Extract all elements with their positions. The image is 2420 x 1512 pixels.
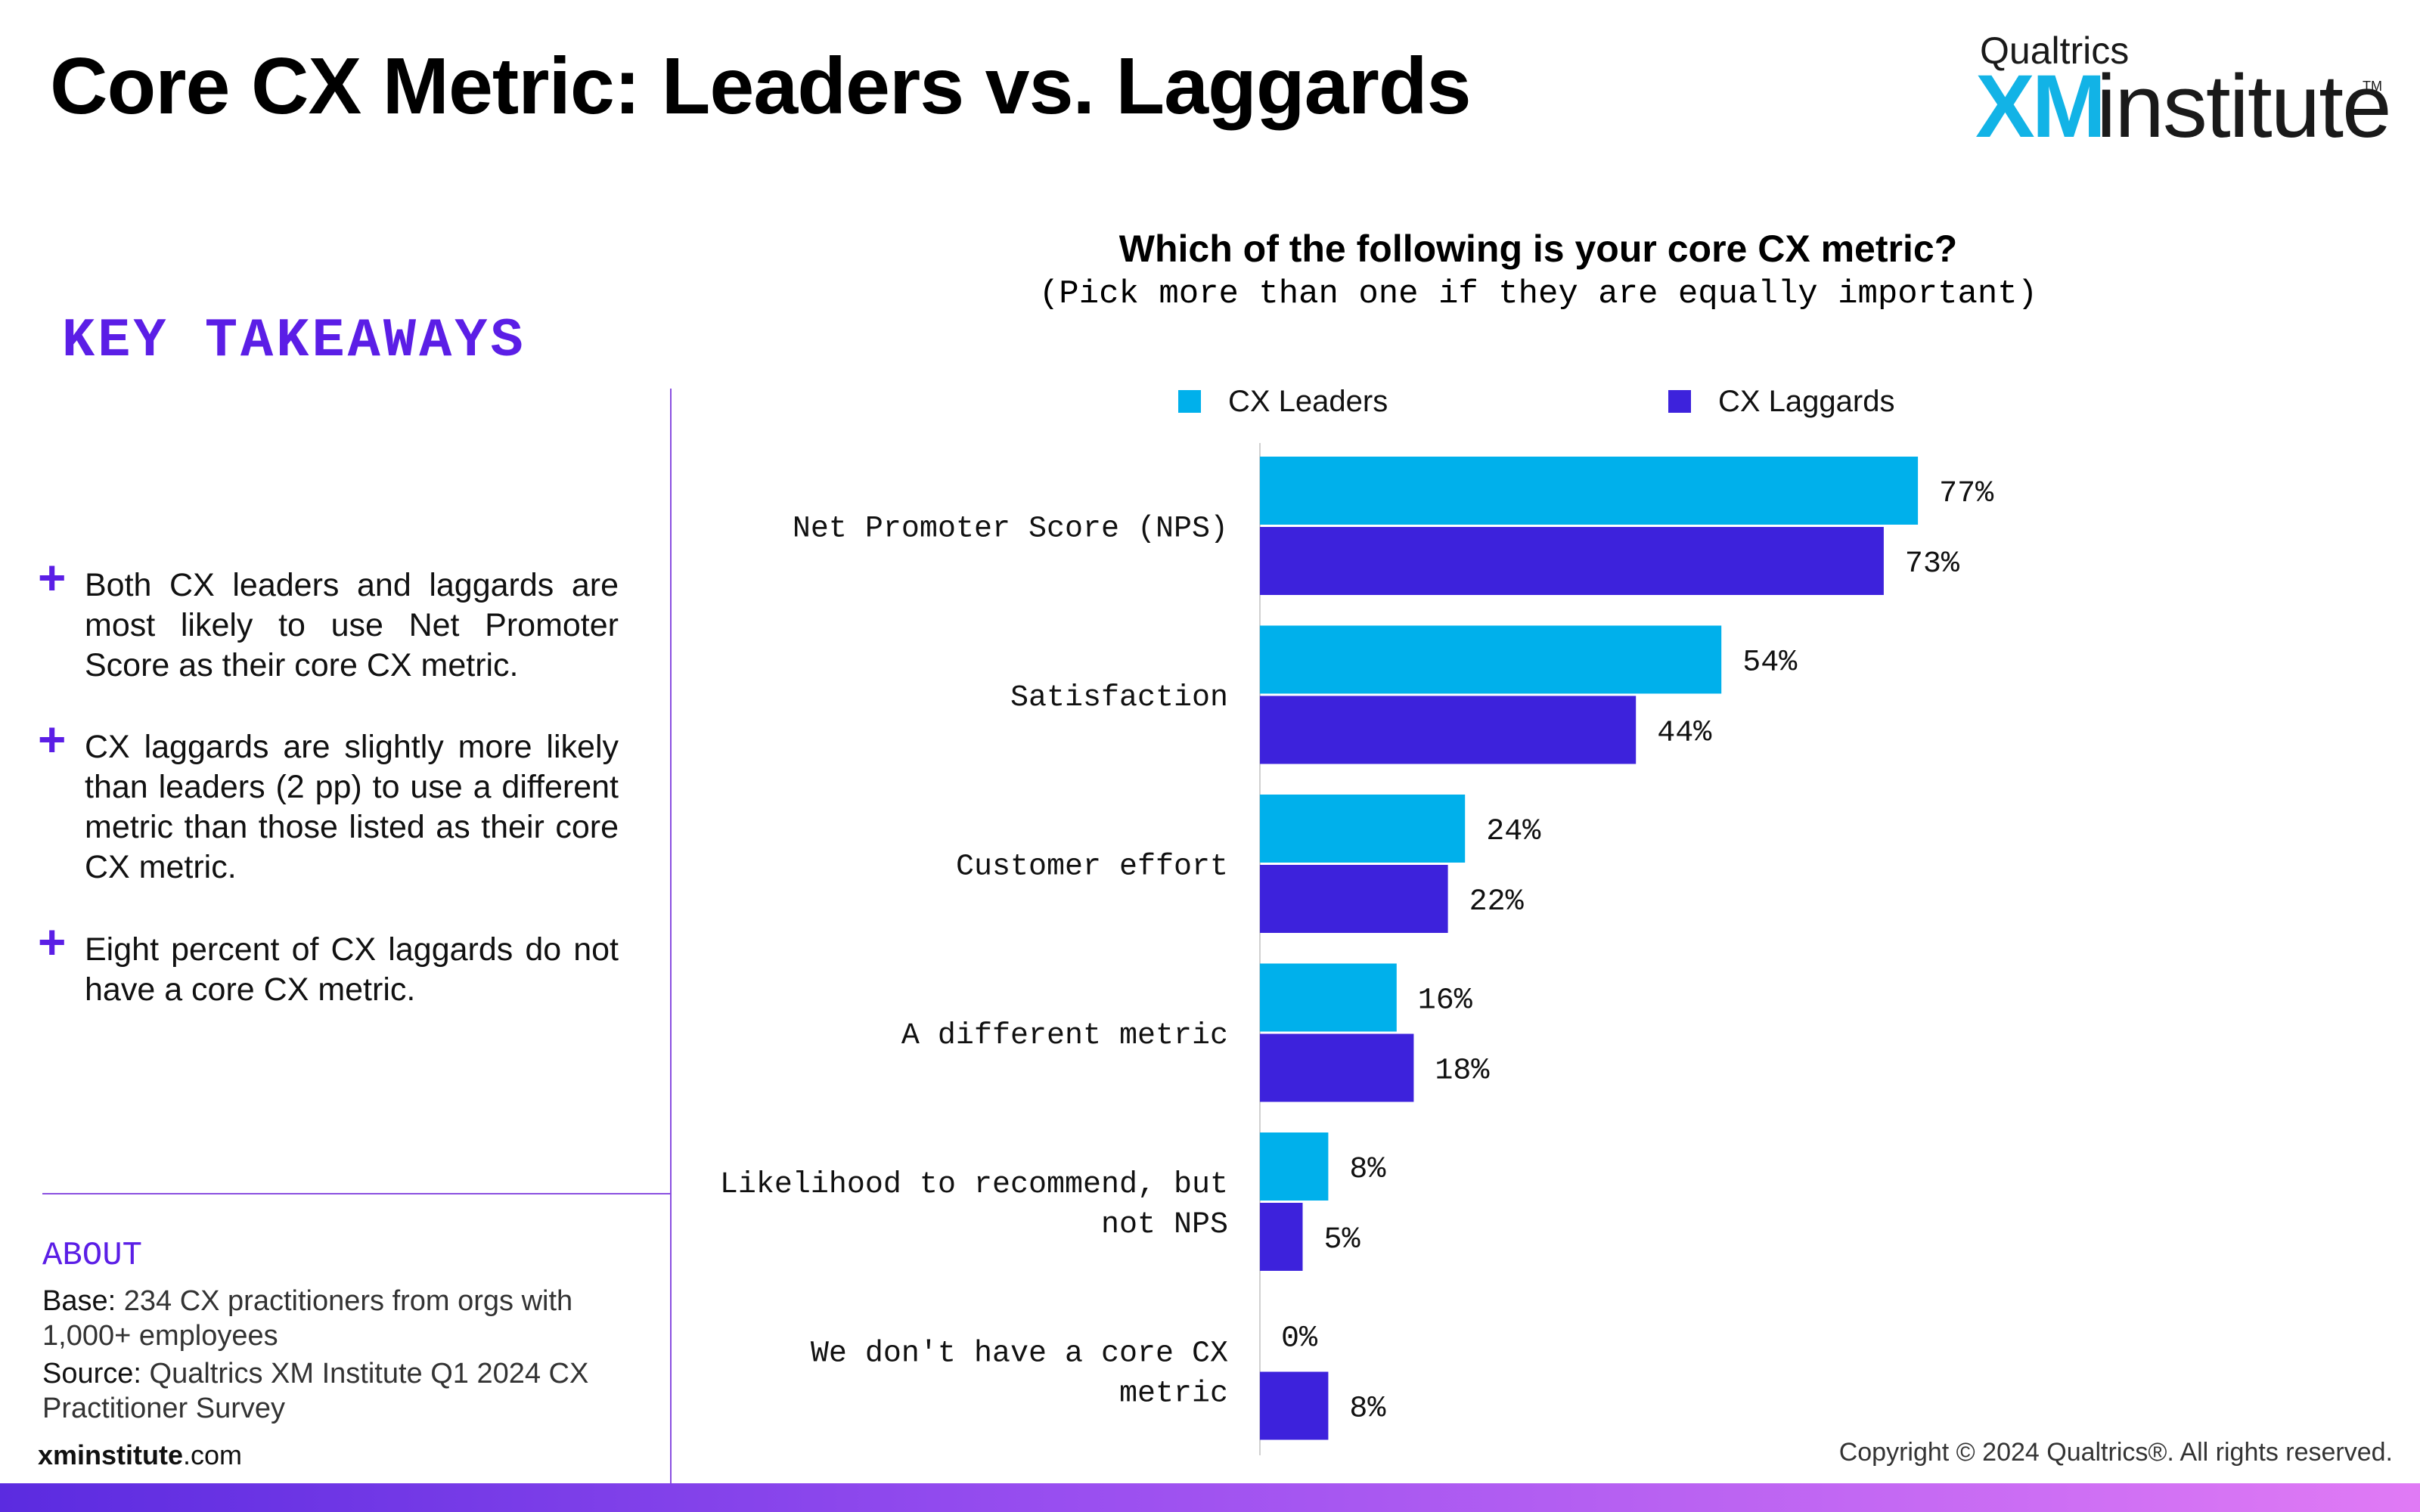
bar-leaders (1260, 457, 1919, 525)
plus-icon: + (38, 915, 67, 969)
about-heading: ABOUT (42, 1237, 143, 1275)
data-label: 0% (1281, 1322, 1318, 1356)
bar-leaders (1260, 963, 1397, 1032)
data-label: 24% (1486, 815, 1541, 849)
data-label: 44% (1657, 717, 1712, 751)
legend-swatch-leaders (1178, 390, 1201, 413)
bottom-gradient-bar (0, 1483, 2420, 1512)
site-link-bold: xminstitute (38, 1439, 184, 1470)
about-base-text: 234 CX practitioners from orgs with 1,00… (42, 1285, 573, 1352)
category-label: We don't have a core CX metric (811, 1337, 1228, 1411)
legend-swatch-laggards (1668, 390, 1691, 413)
about-base-label: Base: (42, 1285, 116, 1317)
category-label: Likelihood to recommend, but not NPS (720, 1168, 1228, 1242)
about-source: Source: Qualtrics XM Institute Q1 2024 C… (42, 1356, 632, 1426)
copyright-text: Copyright © 2024 Qualtrics®. All rights … (1838, 1438, 2393, 1467)
data-label: 54% (1742, 646, 1798, 680)
horizontal-divider (42, 1193, 672, 1194)
data-label: 22% (1469, 885, 1525, 919)
data-label: 8% (1349, 1153, 1386, 1187)
legend-label-leaders: CX Leaders (1228, 384, 1388, 418)
data-label: 73% (1905, 547, 1960, 581)
logo-trademark: TM (2363, 79, 2382, 94)
category-label: Customer effort (956, 850, 1228, 885)
takeaway-item: + Eight percent of CX laggards do not ha… (38, 918, 619, 1010)
bar-laggards (1260, 1203, 1303, 1271)
site-link-domain: .com (183, 1439, 243, 1470)
chart-subtitle: (Pick more than one if they are equally … (1038, 275, 2038, 313)
data-label: 5% (1324, 1223, 1361, 1257)
data-label: 18% (1435, 1055, 1490, 1089)
site-link[interactable]: xminstitute.com (38, 1439, 242, 1471)
bar-leaders (1260, 795, 1466, 863)
about-source-label: Source: (42, 1358, 141, 1390)
category-label: Satisfaction (1010, 681, 1228, 715)
plus-icon: + (38, 712, 67, 767)
key-takeaways-heading: KEY TAKEAWAYS (62, 310, 526, 372)
vertical-divider (670, 389, 672, 1483)
takeaway-item: + CX laggards are slightly more likely t… (38, 715, 619, 888)
bar-laggards (1260, 527, 1884, 595)
bar-laggards (1260, 1033, 1414, 1102)
legend-item-leaders: CX Leaders (1178, 383, 1388, 420)
data-label: 8% (1349, 1393, 1386, 1427)
bar-laggards (1260, 865, 1448, 933)
page-title: Core CX Metric: Leaders vs. Laggards (50, 42, 1472, 131)
logo-institute-text: institute (2096, 57, 2392, 156)
data-label: 16% (1418, 984, 1473, 1018)
legend-label-laggards: CX Laggards (1718, 384, 1895, 418)
about-source-text: Qualtrics XM Institute Q1 2024 CX Practi… (42, 1358, 589, 1424)
chart-title: Which of the following is your core CX m… (1118, 228, 1958, 270)
bar-laggards (1260, 1371, 1329, 1440)
logo-xm-text: XM (1975, 57, 2106, 156)
takeaway-item: + Both CX leaders and laggards are most … (38, 553, 619, 686)
bar-leaders (1260, 625, 1722, 694)
data-label: 77% (1939, 477, 1994, 511)
bar-laggards (1260, 696, 1637, 764)
takeaway-text: CX laggards are slightly more likely tha… (85, 729, 619, 885)
about-base: Base: 234 CX practitioners from orgs wit… (42, 1284, 632, 1353)
takeaway-text: Eight percent of CX laggards do not have… (85, 931, 619, 1008)
logo-qualtrics-text: Qualtrics (1980, 29, 2130, 72)
category-label: A different metric (901, 1019, 1228, 1053)
bar-leaders (1260, 1132, 1329, 1201)
category-label: Net Promoter Score (NPS) (793, 513, 1228, 547)
legend-item-laggards: CX Laggards (1668, 383, 1894, 420)
plus-icon: + (38, 550, 67, 605)
xm-institute-logo: Qualtrics XM institute TM (1975, 29, 2392, 156)
takeaway-text: Both CX leaders and laggards are most li… (85, 567, 619, 683)
